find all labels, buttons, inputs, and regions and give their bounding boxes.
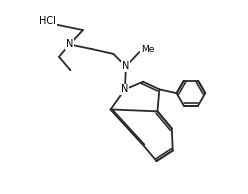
Text: N: N bbox=[121, 84, 129, 94]
Text: N: N bbox=[66, 39, 73, 49]
Text: HCl: HCl bbox=[39, 16, 56, 26]
Text: N: N bbox=[122, 61, 130, 71]
Text: Me: Me bbox=[141, 45, 155, 54]
